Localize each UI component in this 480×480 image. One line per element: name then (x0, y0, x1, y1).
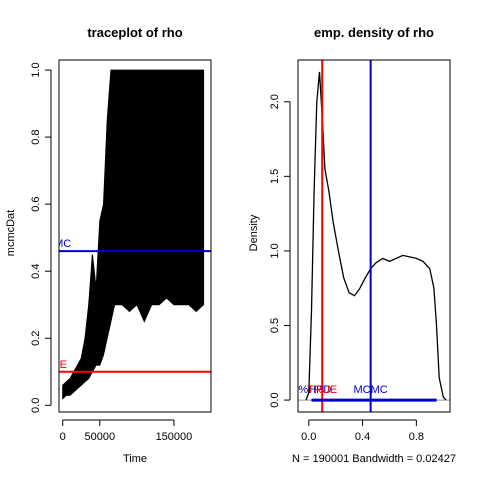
traceplot-x-tick-label: 0 (60, 431, 66, 443)
traceplot-plot-region: MCMC TRUE (37, 69, 211, 400)
density-x-tick-label: 0.0 (301, 431, 316, 443)
density-y-tick-label: 1.0 (269, 243, 281, 258)
hline-label-true: TRUE (37, 359, 67, 371)
traceplot-y-tick-label: 1.0 (30, 62, 42, 77)
traceplot-x-tick-label: 50000 (84, 431, 115, 443)
traceplot-reference-lines: MCMC TRUE (37, 238, 211, 373)
density-xlabel: N = 190001 Bandwidth = 0.02427 (292, 453, 456, 465)
density-curve (305, 71, 447, 401)
density-panel: emp. density of rho N = 190001 Bandwidth… (248, 25, 456, 465)
density-y-tick-label: 2.0 (269, 94, 281, 109)
traceplot-frame (58, 59, 212, 413)
density-x-tick-label: 0.8 (409, 431, 424, 443)
density-x-tick-label: 0.4 (355, 431, 370, 443)
density-ticks: 0.0 0.4 0.8 0.0 0.5 1.0 1.5 2.0 (269, 94, 424, 443)
density-y-tick-label: 0.0 (269, 392, 281, 407)
traceplot-y-tick-label: 0.6 (30, 197, 42, 212)
annotation-true: TRUE (307, 384, 337, 396)
density-y-tick-label: 1.5 (269, 169, 281, 184)
traceplot-ylabel: mcmcDat (5, 210, 17, 256)
traceplot-y-tick-label: 0.8 (30, 129, 42, 144)
traceplot-ticks: 0 50000 150000 0.0 0.2 0.4 0.6 0.8 1.0 (30, 62, 192, 443)
density-reference-lines (321, 60, 372, 412)
traceplot-y-tick-label: 0.2 (30, 331, 42, 346)
hline-label-mcmc: MCMC (37, 238, 71, 250)
traceplot-panel: traceplot of rho Time mcmcDat 0 50000 1500… (5, 25, 212, 465)
traceplot-title: traceplot of rho (87, 25, 182, 40)
traceplot-x-tick-label: 150000 (156, 431, 193, 443)
density-y-tick-label: 0.5 (269, 318, 281, 333)
density-frame (297, 59, 451, 413)
traceplot-y-tick-label: 0.0 (30, 398, 42, 413)
trace-series (62, 69, 205, 400)
traceplot-xlabel: Time (123, 453, 147, 465)
annotation-95hpd: 95%HPD (286, 384, 331, 396)
annotation-mcmc: MCMC (354, 384, 388, 396)
density-ylabel: Density (248, 214, 260, 251)
traceplot-y-tick-label: 0.4 (30, 264, 42, 279)
density-title: emp. density of rho (314, 25, 434, 40)
